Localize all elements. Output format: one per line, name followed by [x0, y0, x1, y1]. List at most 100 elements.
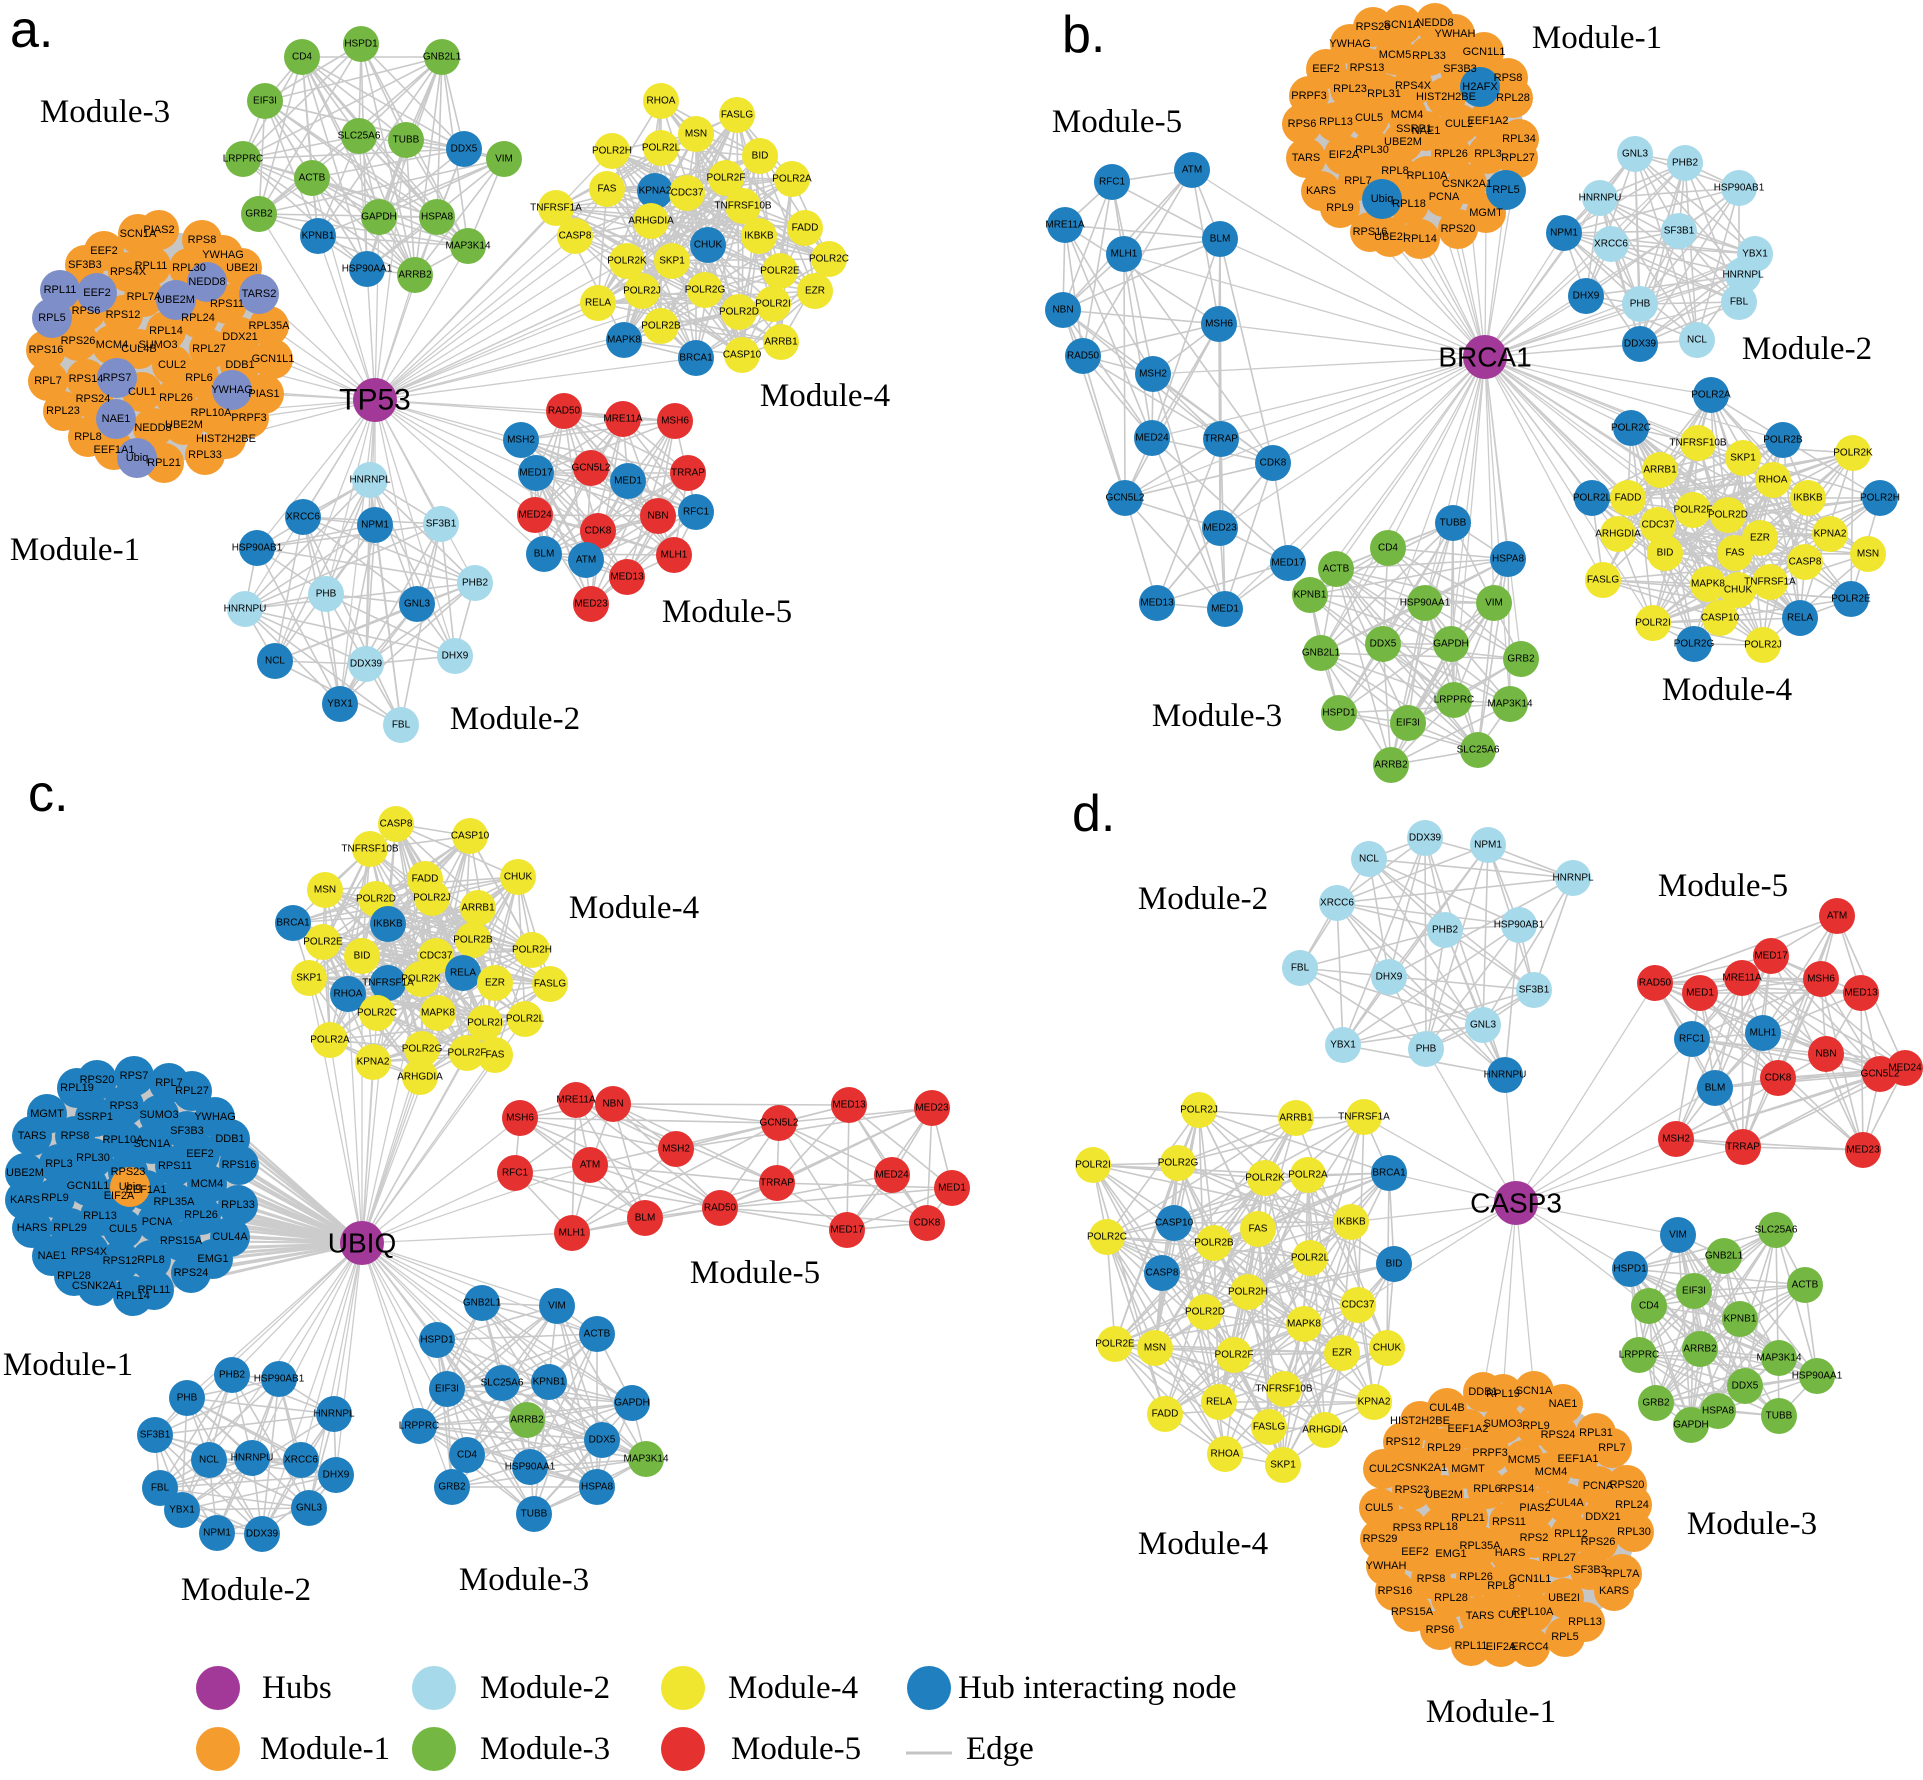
- svg-text:RPL3: RPL3: [1474, 148, 1502, 160]
- svg-text:GAPDH: GAPDH: [614, 1398, 650, 1409]
- svg-text:BLM: BLM: [1705, 1083, 1726, 1094]
- svg-text:POLR2I: POLR2I: [467, 1018, 503, 1029]
- svg-text:YWHAG: YWHAG: [202, 249, 244, 261]
- svg-text:ATM: ATM: [1827, 911, 1847, 922]
- svg-text:MSH6: MSH6: [1205, 319, 1233, 330]
- svg-text:MSH6: MSH6: [1807, 974, 1835, 985]
- svg-text:POLR2C: POLR2C: [1611, 423, 1651, 434]
- svg-text:DHX9: DHX9: [1376, 972, 1403, 983]
- svg-text:Module-5: Module-5: [1052, 104, 1182, 140]
- svg-text:BRCA1: BRCA1: [1372, 1168, 1406, 1179]
- svg-text:LRPPRC: LRPPRC: [399, 1421, 440, 1432]
- svg-text:EEF1A1: EEF1A1: [1558, 1453, 1599, 1465]
- svg-text:ACTB: ACTB: [584, 1329, 611, 1340]
- svg-text:HARS: HARS: [17, 1222, 48, 1234]
- svg-text:SCN1A: SCN1A: [1516, 1385, 1553, 1397]
- svg-text:ARHGDIA: ARHGDIA: [1595, 529, 1641, 540]
- svg-text:ARRB1: ARRB1: [1643, 465, 1677, 476]
- svg-text:XRCC6: XRCC6: [286, 512, 320, 523]
- svg-text:RPS20: RPS20: [1441, 223, 1476, 235]
- svg-text:MSH2: MSH2: [1139, 369, 1167, 380]
- svg-text:POLR2H: POLR2H: [1228, 1287, 1268, 1298]
- svg-text:RPS20: RPS20: [80, 1074, 115, 1086]
- svg-text:NEDD8: NEDD8: [188, 276, 225, 288]
- svg-text:RPL12: RPL12: [1554, 1528, 1588, 1540]
- svg-text:POLR2K: POLR2K: [607, 256, 647, 267]
- svg-text:Module-1: Module-1: [10, 532, 140, 568]
- svg-text:UBE2M: UBE2M: [6, 1167, 44, 1179]
- svg-text:RPL33: RPL33: [188, 449, 222, 461]
- svg-text:EEF2: EEF2: [83, 287, 111, 299]
- svg-text:SLC25A6: SLC25A6: [338, 131, 381, 142]
- svg-text:GNL3: GNL3: [296, 1503, 323, 1514]
- svg-text:EIF3I: EIF3I: [1396, 718, 1420, 729]
- svg-text:CUL4B: CUL4B: [121, 343, 156, 355]
- svg-text:Module-4: Module-4: [569, 890, 699, 926]
- svg-text:RPL14: RPL14: [116, 1290, 150, 1302]
- svg-text:RPS8: RPS8: [188, 234, 217, 246]
- svg-text:VIM: VIM: [1669, 1230, 1687, 1241]
- svg-text:EIF2A: EIF2A: [1329, 149, 1360, 161]
- svg-text:CASP8: CASP8: [1146, 1268, 1179, 1279]
- svg-text:RPS15A: RPS15A: [160, 1235, 203, 1247]
- svg-text:HNRNPL: HNRNPL: [1552, 873, 1594, 884]
- svg-text:RPL26: RPL26: [1459, 1571, 1493, 1583]
- svg-text:MSH2: MSH2: [507, 435, 535, 446]
- svg-text:POLR2L: POLR2L: [1291, 1253, 1330, 1264]
- svg-text:GNB2L1: GNB2L1: [1705, 1251, 1744, 1262]
- svg-text:TARS2: TARS2: [242, 288, 277, 300]
- svg-text:RHOA: RHOA: [1759, 475, 1788, 486]
- svg-text:RPL6: RPL6: [185, 372, 213, 384]
- svg-text:FASLG: FASLG: [721, 110, 753, 121]
- svg-text:RPS11: RPS11: [210, 298, 244, 310]
- svg-text:PHB2: PHB2: [1672, 158, 1699, 169]
- svg-text:POLR2J: POLR2J: [413, 893, 451, 904]
- svg-text:RPS16: RPS16: [222, 1159, 257, 1171]
- svg-text:RPS26: RPS26: [1581, 1536, 1616, 1548]
- svg-text:POLR2I: POLR2I: [755, 299, 791, 310]
- svg-text:ARRB1: ARRB1: [764, 337, 798, 348]
- svg-text:TNFRSF10B: TNFRSF10B: [341, 844, 399, 855]
- svg-text:MED1: MED1: [1211, 604, 1239, 615]
- svg-text:RPL26: RPL26: [184, 1209, 218, 1221]
- svg-text:NEDD8: NEDD8: [134, 422, 171, 434]
- svg-text:FAS: FAS: [486, 1050, 505, 1061]
- svg-text:PCNA: PCNA: [1429, 191, 1460, 203]
- svg-text:POLR2F: POLR2F: [1674, 505, 1713, 516]
- svg-text:DDX5: DDX5: [1370, 639, 1397, 650]
- svg-text:RPS6: RPS6: [1288, 118, 1317, 130]
- svg-text:ATM: ATM: [576, 555, 596, 566]
- svg-text:HSPD1: HSPD1: [1613, 1264, 1647, 1275]
- svg-text:RPL28: RPL28: [1434, 1592, 1468, 1604]
- svg-text:HARS: HARS: [1495, 1547, 1526, 1559]
- svg-text:CUL5: CUL5: [1355, 112, 1383, 124]
- svg-text:RPL7: RPL7: [1344, 175, 1372, 187]
- svg-text:RHOA: RHOA: [1211, 1449, 1240, 1460]
- svg-text:PHB2: PHB2: [1432, 925, 1459, 936]
- svg-text:RPL33: RPL33: [221, 1199, 255, 1211]
- svg-text:MED23: MED23: [574, 599, 608, 610]
- svg-text:EEF1A2: EEF1A2: [1468, 115, 1509, 127]
- svg-text:POLR2H: POLR2H: [592, 146, 632, 157]
- svg-text:RPS24: RPS24: [76, 393, 111, 405]
- svg-text:CHUK: CHUK: [1724, 585, 1753, 596]
- svg-text:CDC37: CDC37: [1342, 1300, 1375, 1311]
- svg-text:EIF2A: EIF2A: [1486, 1641, 1517, 1653]
- svg-text:NPM1: NPM1: [361, 520, 389, 531]
- svg-text:CASP8: CASP8: [380, 819, 413, 830]
- svg-text:POLR2E: POLR2E: [1095, 1339, 1135, 1350]
- svg-text:XRCC6: XRCC6: [1594, 239, 1628, 250]
- svg-text:RPS16: RPS16: [1378, 1585, 1413, 1597]
- svg-text:BID: BID: [752, 151, 769, 162]
- svg-text:SF3B1: SF3B1: [140, 1430, 171, 1441]
- svg-text:MSH2: MSH2: [662, 1144, 690, 1155]
- svg-text:RPS15A: RPS15A: [1391, 1606, 1434, 1618]
- svg-text:NAE1: NAE1: [102, 413, 131, 425]
- svg-text:RPL10A: RPL10A: [1513, 1606, 1555, 1618]
- svg-text:CDC37: CDC37: [671, 188, 704, 199]
- svg-text:RPS4X: RPS4X: [110, 266, 147, 278]
- svg-text:RPL9: RPL9: [1522, 1420, 1550, 1432]
- svg-text:MAP3K14: MAP3K14: [445, 241, 490, 252]
- svg-text:POLR2J: POLR2J: [623, 286, 661, 297]
- svg-text:DDX39: DDX39: [246, 1529, 279, 1540]
